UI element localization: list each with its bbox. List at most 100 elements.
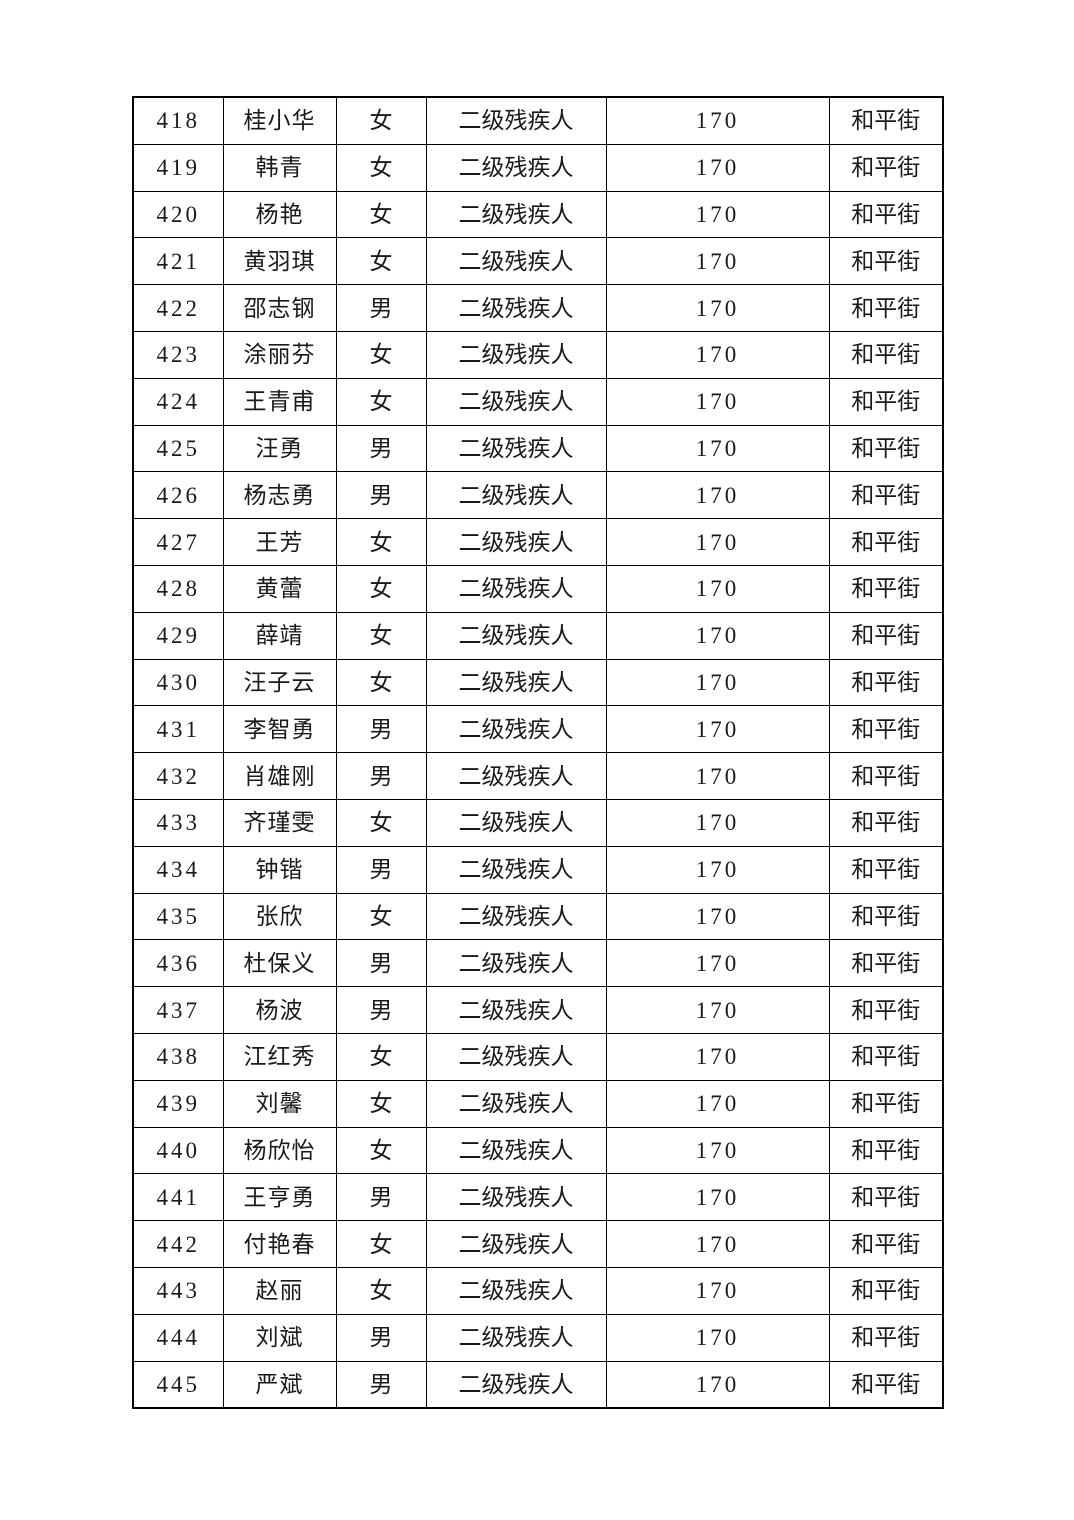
gender-cell: 男 <box>335 752 427 800</box>
serial-number-cell: 440 <box>132 1126 224 1175</box>
amount-cell: 170 <box>605 845 830 894</box>
gender-cell: 男 <box>335 424 427 473</box>
street-cell: 和平街 <box>828 190 944 239</box>
name-cell: 江红秀 <box>222 1032 337 1081</box>
category-cell: 二级残疾人 <box>425 1266 607 1315</box>
amount-cell: 170 <box>605 1032 830 1081</box>
category-cell: 二级残疾人 <box>425 939 607 988</box>
gender-cell: 男 <box>335 986 427 1034</box>
amount-cell: 170 <box>605 330 830 379</box>
gender-cell: 男 <box>335 845 427 894</box>
street-cell: 和平街 <box>828 705 944 754</box>
table-row: 426 杨志勇 男 二级残疾人 170 和平街 <box>132 471 944 520</box>
street-cell: 和平街 <box>828 143 944 192</box>
name-cell: 杨欣怡 <box>222 1126 337 1175</box>
serial-number-cell: 443 <box>132 1266 224 1315</box>
category-cell: 二级残疾人 <box>425 658 607 707</box>
category-cell: 二级残疾人 <box>425 1220 607 1268</box>
street-cell: 和平街 <box>828 1079 944 1128</box>
category-cell: 二级残疾人 <box>425 190 607 239</box>
serial-number-cell: 422 <box>132 284 224 332</box>
table-row: 427 王芳 女 二级残疾人 170 和平街 <box>132 518 944 566</box>
gender-cell: 女 <box>335 564 427 613</box>
gender-cell: 女 <box>335 143 427 192</box>
category-cell: 二级残疾人 <box>425 96 607 145</box>
table-row: 432 肖雄刚 男 二级残疾人 170 和平街 <box>132 752 944 800</box>
table-row: 436 杜保义 男 二级残疾人 170 和平街 <box>132 939 944 988</box>
name-cell: 黄羽琪 <box>222 237 337 286</box>
table-row: 424 王青甫 女 二级残疾人 170 和平街 <box>132 377 944 426</box>
gender-cell: 男 <box>335 1313 427 1362</box>
serial-number-cell: 429 <box>132 611 224 660</box>
table-row: 428 黄蕾 女 二级残疾人 170 和平街 <box>132 564 944 613</box>
name-cell: 王亨勇 <box>222 1173 337 1222</box>
table-row: 438 江红秀 女 二级残疾人 170 和平街 <box>132 1032 944 1081</box>
street-cell: 和平街 <box>828 330 944 379</box>
table-row: 423 涂丽芬 女 二级残疾人 170 和平街 <box>132 330 944 379</box>
table-row: 433 齐瑾雯 女 二级残疾人 170 和平街 <box>132 798 944 847</box>
table-row: 440 杨欣怡 女 二级残疾人 170 和平街 <box>132 1126 944 1175</box>
amount-cell: 170 <box>605 518 830 566</box>
category-cell: 二级残疾人 <box>425 143 607 192</box>
gender-cell: 男 <box>335 471 427 520</box>
name-cell: 邵志钢 <box>222 284 337 332</box>
category-cell: 二级残疾人 <box>425 424 607 473</box>
table-row: 445 严斌 男 二级残疾人 170 和平街 <box>132 1360 944 1409</box>
gender-cell: 女 <box>335 1266 427 1315</box>
street-cell: 和平街 <box>828 1360 944 1409</box>
serial-number-cell: 423 <box>132 330 224 379</box>
gender-cell: 男 <box>335 284 427 332</box>
serial-number-cell: 431 <box>132 705 224 754</box>
name-cell: 赵丽 <box>222 1266 337 1315</box>
street-cell: 和平街 <box>828 892 944 941</box>
amount-cell: 170 <box>605 1173 830 1222</box>
street-cell: 和平街 <box>828 658 944 707</box>
name-cell: 王青甫 <box>222 377 337 426</box>
category-cell: 二级残疾人 <box>425 1032 607 1081</box>
table-row: 437 杨波 男 二级残疾人 170 和平街 <box>132 986 944 1034</box>
table-row: 439 刘馨 女 二级残疾人 170 和平街 <box>132 1079 944 1128</box>
serial-number-cell: 436 <box>132 939 224 988</box>
category-cell: 二级残疾人 <box>425 798 607 847</box>
name-cell: 齐瑾雯 <box>222 798 337 847</box>
street-cell: 和平街 <box>828 1313 944 1362</box>
gender-cell: 女 <box>335 377 427 426</box>
street-cell: 和平街 <box>828 1173 944 1222</box>
serial-number-cell: 438 <box>132 1032 224 1081</box>
serial-number-cell: 441 <box>132 1173 224 1222</box>
street-cell: 和平街 <box>828 1266 944 1315</box>
category-cell: 二级残疾人 <box>425 284 607 332</box>
table-row: 419 韩青 女 二级残疾人 170 和平街 <box>132 143 944 192</box>
serial-number-cell: 421 <box>132 237 224 286</box>
amount-cell: 170 <box>605 986 830 1034</box>
table-row: 444 刘斌 男 二级残疾人 170 和平街 <box>132 1313 944 1362</box>
amount-cell: 170 <box>605 190 830 239</box>
street-cell: 和平街 <box>828 939 944 988</box>
table-row: 418 桂小华 女 二级残疾人 170 和平街 <box>132 96 944 145</box>
serial-number-cell: 444 <box>132 1313 224 1362</box>
amount-cell: 170 <box>605 1360 830 1409</box>
gender-cell: 女 <box>335 330 427 379</box>
street-cell: 和平街 <box>828 377 944 426</box>
amount-cell: 170 <box>605 1220 830 1268</box>
amount-cell: 170 <box>605 237 830 286</box>
gender-cell: 女 <box>335 518 427 566</box>
street-cell: 和平街 <box>828 237 944 286</box>
street-cell: 和平街 <box>828 564 944 613</box>
name-cell: 黄蕾 <box>222 564 337 613</box>
name-cell: 张欣 <box>222 892 337 941</box>
serial-number-cell: 425 <box>132 424 224 473</box>
amount-cell: 170 <box>605 752 830 800</box>
category-cell: 二级残疾人 <box>425 471 607 520</box>
amount-cell: 170 <box>605 564 830 613</box>
serial-number-cell: 435 <box>132 892 224 941</box>
gender-cell: 女 <box>335 892 427 941</box>
table-row: 443 赵丽 女 二级残疾人 170 和平街 <box>132 1266 944 1315</box>
street-cell: 和平街 <box>828 1032 944 1081</box>
table-row: 425 汪勇 男 二级残疾人 170 和平街 <box>132 424 944 473</box>
name-cell: 杜保义 <box>222 939 337 988</box>
serial-number-cell: 433 <box>132 798 224 847</box>
gender-cell: 男 <box>335 705 427 754</box>
amount-cell: 170 <box>605 96 830 145</box>
